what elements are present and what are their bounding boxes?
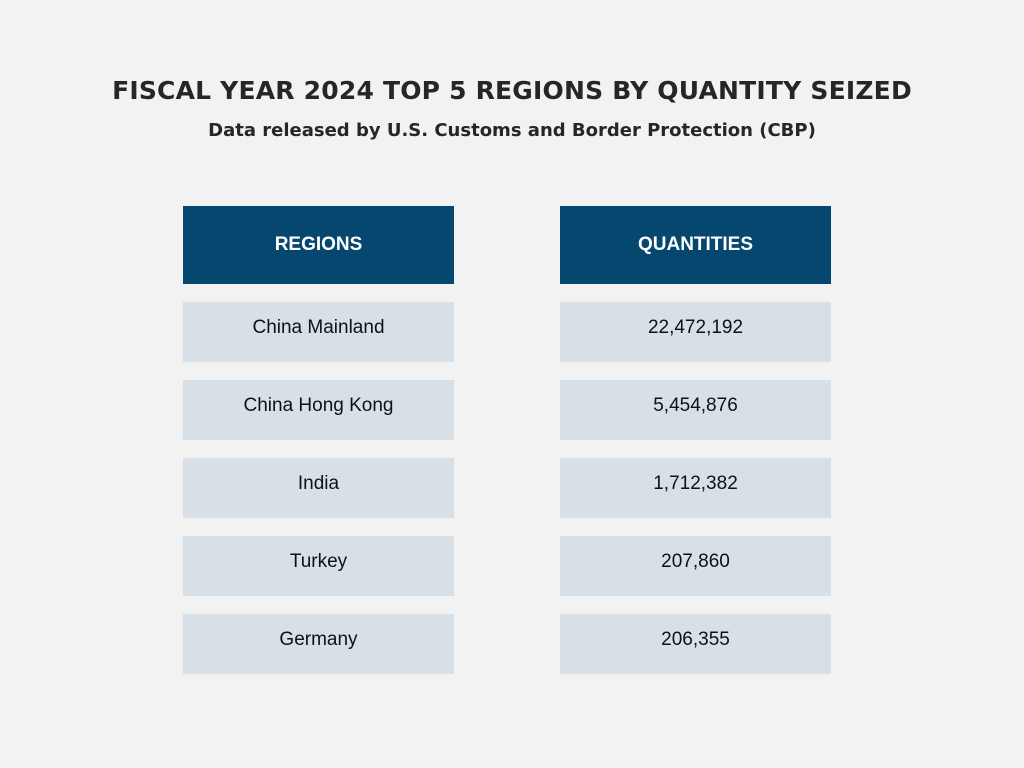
page-subtitle: Data released by U.S. Customs and Border… (208, 120, 816, 141)
regions-column: REGIONS China Mainland China Hong Kong Ind… (183, 206, 454, 692)
region-cell: China Hong Kong (183, 380, 454, 440)
quantity-cell: 207,860 (560, 536, 831, 596)
region-cell: Turkey (183, 536, 454, 596)
column-header-regions: REGIONS (183, 206, 454, 284)
quantity-cell: 206,355 (560, 614, 831, 674)
region-cell: Germany (183, 614, 454, 674)
quantity-cell: 5,454,876 (560, 380, 831, 440)
quantities-column: QUANTITIES 22,472,192 5,454,876 1,712,382 2… (560, 206, 831, 692)
quantity-cell: 1,712,382 (560, 458, 831, 518)
region-cell: India (183, 458, 454, 518)
column-header-quantities: QUANTITIES (560, 206, 831, 284)
quantity-cell: 22,472,192 (560, 302, 831, 362)
region-cell: China Mainland (183, 302, 454, 362)
page-title: FISCAL YEAR 2024 TOP 5 REGIONS BY QUANTI… (112, 76, 912, 105)
